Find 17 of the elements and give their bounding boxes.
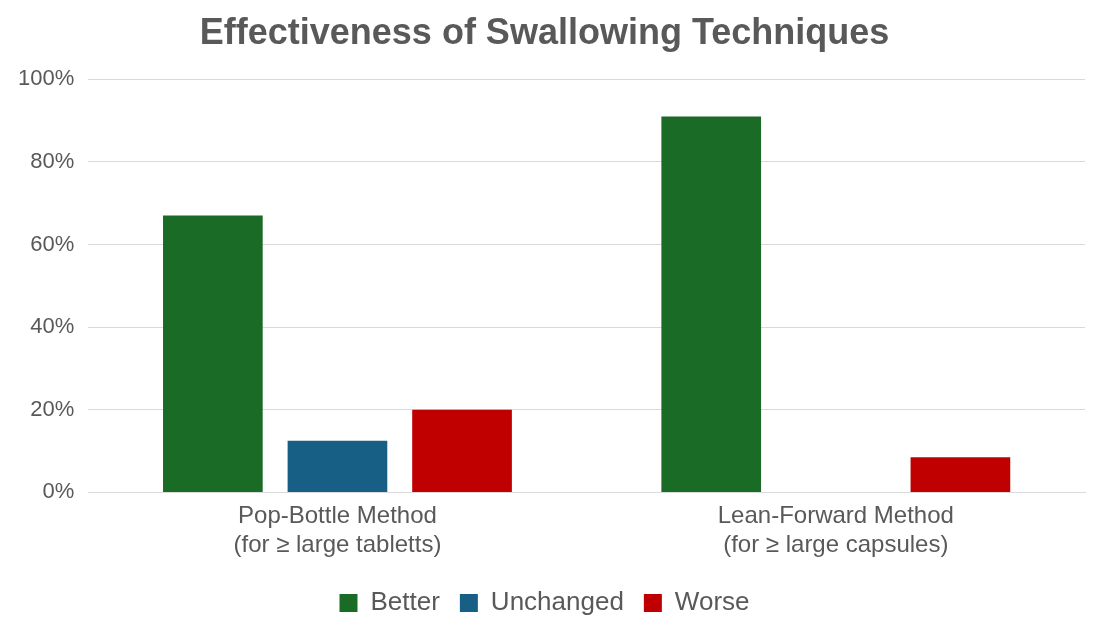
- legend-label: Worse: [674, 586, 750, 617]
- legend-label: Better: [370, 586, 441, 617]
- bar: [661, 116, 762, 492]
- y-tick-label: 40%: [30, 313, 75, 339]
- chart-title: Effectiveness of Swallowing Techniques: [199, 10, 890, 52]
- legend-label: Unchanged: [490, 586, 624, 617]
- y-tick-label: 100%: [17, 65, 75, 91]
- y-tick-label: 0%: [42, 478, 75, 504]
- bar: [412, 409, 512, 492]
- y-tick-label: 60%: [30, 230, 75, 256]
- bar: [163, 215, 263, 492]
- x-tick-label: Pop-Bottle Method (for ≥ large tabletts): [233, 501, 442, 558]
- bar: [910, 457, 1011, 492]
- bar: [287, 440, 388, 492]
- x-tick-label: Lean-Forward Method (for ≥ large capsules): [717, 501, 954, 558]
- y-tick-label: 80%: [30, 147, 75, 173]
- y-tick-label: 20%: [30, 395, 75, 421]
